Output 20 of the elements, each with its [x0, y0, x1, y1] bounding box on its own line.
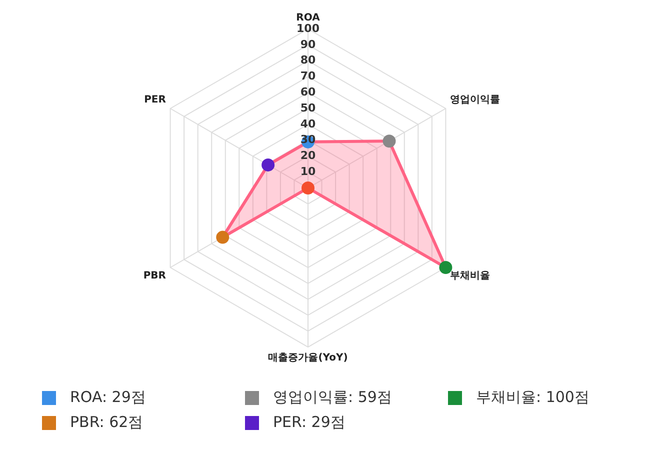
spoke-label: 부채비율: [450, 270, 490, 282]
y-tick-label: 100: [296, 22, 320, 35]
text: ROA: 29점: [70, 388, 146, 407]
y-tick-label: 80: [300, 54, 316, 67]
spoke-label: PER: [144, 94, 166, 106]
y-tick-label: 60: [300, 85, 316, 98]
y-tick-label: 90: [300, 38, 316, 51]
y-tick-label: 10: [300, 164, 316, 178]
y-tick-label: 50: [300, 101, 316, 114]
y-tick-label: 40: [300, 117, 316, 130]
y-tick-label: 20: [300, 149, 316, 162]
text: PBR: 62점: [70, 413, 144, 432]
spoke-label: 매출증가율(YoY): [268, 352, 348, 364]
spoke-label: ROA: [296, 12, 320, 24]
y-tick-label: 70: [300, 70, 316, 83]
text: 영업이익률: 59점: [273, 388, 392, 407]
spoke-label: 영업이익률: [450, 94, 500, 106]
text: 부채비율: 100점: [476, 388, 590, 407]
text: PER: 29점: [273, 413, 346, 432]
spoke-label: PBR: [143, 270, 166, 282]
